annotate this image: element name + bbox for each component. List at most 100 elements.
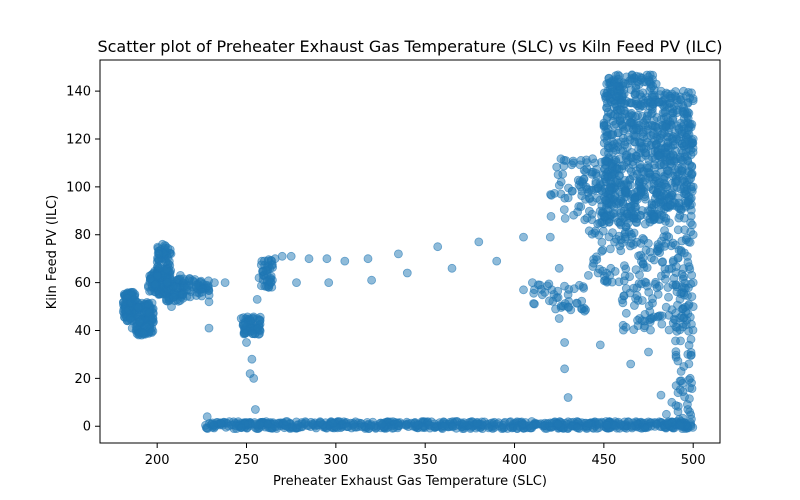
y-tick-label: 20 bbox=[74, 372, 91, 387]
data-point bbox=[632, 169, 642, 179]
data-point bbox=[672, 105, 682, 115]
data-point bbox=[239, 328, 249, 338]
data-point bbox=[688, 230, 698, 240]
data-point bbox=[664, 292, 673, 302]
data-point bbox=[683, 291, 692, 301]
data-point bbox=[576, 182, 585, 192]
data-point bbox=[663, 138, 673, 148]
data-point bbox=[635, 314, 644, 323]
data-point bbox=[600, 121, 609, 131]
data-point bbox=[629, 283, 638, 293]
data-point bbox=[569, 158, 578, 168]
y-tick-label: 140 bbox=[66, 85, 91, 100]
data-point bbox=[626, 359, 636, 369]
data-point bbox=[677, 236, 687, 246]
data-point bbox=[607, 172, 616, 182]
data-point bbox=[660, 264, 670, 274]
data-point bbox=[559, 205, 569, 215]
data-point bbox=[630, 137, 639, 147]
data-point bbox=[529, 288, 539, 298]
y-tick-label: 80 bbox=[74, 228, 91, 243]
x-tick-label: 350 bbox=[413, 453, 438, 468]
data-point bbox=[631, 417, 641, 427]
data-point bbox=[616, 98, 626, 107]
data-point bbox=[646, 325, 655, 335]
data-point bbox=[674, 213, 684, 223]
data-point bbox=[623, 155, 633, 165]
data-point bbox=[685, 237, 695, 247]
data-point bbox=[162, 277, 172, 287]
data-point bbox=[191, 280, 201, 290]
data-point bbox=[657, 181, 666, 191]
data-point bbox=[261, 266, 271, 276]
y-tick-label: 60 bbox=[74, 276, 91, 291]
data-point bbox=[625, 241, 635, 251]
data-point bbox=[652, 283, 662, 293]
data-point bbox=[150, 279, 160, 289]
data-point bbox=[255, 316, 265, 326]
data-point bbox=[630, 301, 639, 310]
data-point bbox=[138, 328, 148, 338]
data-point bbox=[484, 423, 494, 433]
data-point bbox=[657, 319, 667, 329]
y-tick-label: 0 bbox=[83, 420, 91, 435]
data-point bbox=[413, 420, 423, 430]
data-point bbox=[250, 405, 260, 414]
data-point bbox=[613, 178, 623, 188]
data-point bbox=[666, 159, 675, 169]
data-point bbox=[162, 265, 172, 274]
data-point bbox=[640, 175, 650, 185]
data-point bbox=[597, 237, 607, 247]
data-point bbox=[152, 271, 162, 281]
data-point bbox=[644, 72, 653, 82]
data-point bbox=[683, 349, 693, 359]
data-point bbox=[560, 281, 569, 291]
data-point bbox=[644, 287, 654, 297]
data-point bbox=[673, 193, 683, 203]
data-point bbox=[688, 182, 698, 192]
data-point bbox=[197, 287, 207, 297]
y-axis-label: Kiln Feed PV (ILC) bbox=[45, 195, 60, 309]
data-point bbox=[671, 350, 681, 360]
x-tick-label: 250 bbox=[234, 453, 259, 468]
data-point bbox=[202, 412, 212, 422]
data-point bbox=[540, 420, 550, 430]
data-point bbox=[599, 138, 609, 148]
data-point bbox=[220, 278, 230, 288]
data-point bbox=[598, 266, 608, 276]
data-point bbox=[236, 314, 246, 323]
data-point bbox=[612, 163, 622, 173]
data-point bbox=[635, 270, 644, 280]
data-point bbox=[127, 323, 137, 333]
data-point bbox=[185, 292, 195, 302]
data-point bbox=[688, 302, 698, 312]
data-point bbox=[252, 294, 262, 304]
data-point bbox=[401, 420, 411, 430]
data-point bbox=[254, 273, 264, 283]
data-point bbox=[648, 294, 657, 304]
data-point bbox=[608, 86, 618, 96]
data-point bbox=[668, 113, 678, 123]
data-point bbox=[567, 186, 577, 196]
data-point bbox=[148, 313, 158, 323]
data-point bbox=[598, 226, 608, 236]
data-point bbox=[606, 263, 616, 273]
x-axis-label: Preheater Exhaust Gas Temperature (SLC) bbox=[273, 474, 547, 489]
data-point bbox=[263, 419, 273, 429]
data-point bbox=[667, 397, 677, 407]
data-point bbox=[605, 184, 614, 194]
data-point bbox=[642, 263, 652, 273]
data-point bbox=[553, 293, 563, 302]
data-point bbox=[304, 254, 314, 264]
data-point bbox=[204, 297, 214, 307]
data-point bbox=[686, 145, 696, 155]
data-point bbox=[620, 79, 630, 89]
data-point bbox=[528, 421, 538, 431]
data-point bbox=[155, 263, 165, 273]
data-point bbox=[119, 297, 128, 307]
data-point bbox=[632, 123, 641, 133]
data-point bbox=[357, 422, 367, 432]
data-point bbox=[684, 262, 694, 272]
data-point bbox=[637, 279, 646, 289]
